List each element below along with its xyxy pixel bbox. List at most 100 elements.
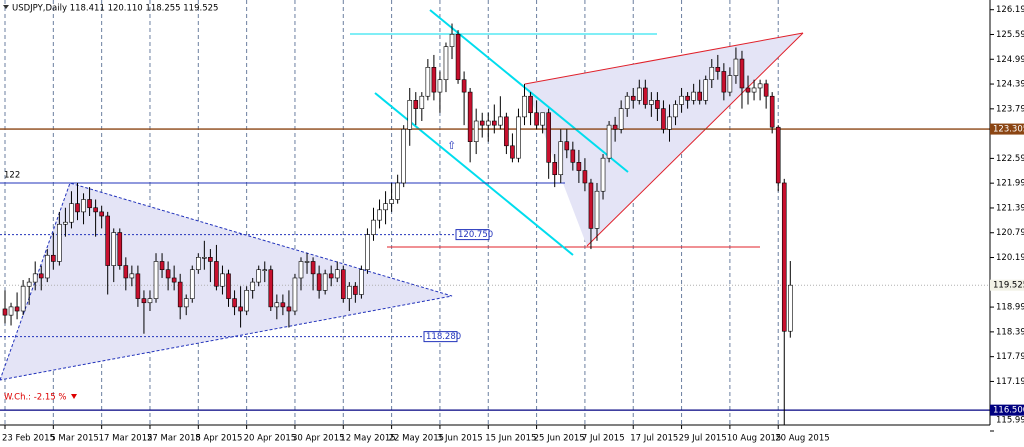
candle-body — [226, 273, 231, 299]
candle-body — [117, 232, 123, 266]
candle-body — [93, 207, 98, 213]
level-label-box — [423, 331, 458, 343]
candle-body — [552, 162, 558, 176]
price-marker-label: 123.305 — [993, 125, 1024, 135]
candle-body — [576, 162, 582, 171]
candle-body — [44, 254, 50, 279]
x-tick-label: 30 Apr 2015 — [292, 434, 345, 444]
channel-upper — [429, 9, 629, 173]
candle-body — [733, 58, 739, 76]
candle-body — [274, 302, 280, 308]
candle-body — [286, 306, 292, 312]
candle-body — [739, 58, 745, 89]
candle-body — [26, 281, 32, 287]
candle-body — [32, 273, 38, 283]
candle-body — [334, 269, 340, 279]
y-tick-label: 118.995 — [996, 303, 1024, 313]
candle-body — [268, 269, 274, 308]
candle-body — [655, 100, 660, 109]
candle-body — [600, 157, 606, 192]
x-tick-label: 29 Jul 2015 — [679, 434, 727, 444]
candle-body — [582, 170, 588, 184]
candle-body — [377, 209, 382, 221]
candle-body — [2, 308, 8, 316]
candle-body — [661, 108, 666, 130]
candle-body — [679, 95, 684, 105]
price-marker-label: 116.500 — [993, 406, 1024, 416]
candle-body — [431, 67, 437, 93]
candle-body — [649, 100, 654, 105]
weekly-change: W.Ch.: -2.15 % — [4, 393, 67, 403]
y-tick-label: 123.795 — [996, 104, 1024, 114]
y-tick-label: 115.995 — [996, 416, 1024, 426]
candle-body — [727, 75, 733, 93]
x-tick-label: 3 Jun 2015 — [437, 434, 483, 444]
candle-body — [715, 67, 721, 72]
candle-body — [516, 116, 521, 159]
x-tick-label: 15 Jun 2015 — [485, 434, 536, 444]
x-tick-label: 17 Jul 2015 — [630, 434, 678, 444]
arrow-icon: ⇧ — [447, 139, 456, 152]
candle-body — [322, 273, 328, 291]
candle-body — [510, 145, 515, 159]
candle-body — [407, 100, 413, 130]
x-tick-label: 27 Mar 2015 — [147, 434, 201, 444]
candle-body — [703, 79, 709, 101]
candle-body — [310, 261, 316, 275]
candle-body — [636, 87, 642, 101]
candle-body — [171, 277, 177, 283]
candle-body — [81, 199, 86, 213]
price-marker-box — [990, 279, 1024, 291]
candle-body — [588, 182, 594, 229]
candle-body — [413, 100, 419, 109]
candle-body — [618, 108, 624, 130]
candle-body — [612, 124, 618, 130]
candle-body — [558, 141, 564, 176]
level-label: 120.750 — [458, 230, 493, 240]
y-tick-label: 117.795 — [996, 352, 1024, 362]
x-tick-label: 5 Mar 2015 — [50, 434, 98, 444]
candle-body — [721, 71, 727, 93]
candle-body — [498, 116, 503, 126]
candle-body — [304, 261, 310, 263]
candle-body — [165, 269, 171, 279]
candle-body — [141, 298, 147, 304]
candle-body — [328, 273, 334, 279]
price-marker-box — [990, 404, 1024, 416]
candle-body — [340, 269, 346, 299]
candle-body — [697, 91, 702, 101]
candle-body — [570, 149, 576, 163]
candle-body — [673, 104, 678, 118]
y-tick-label: 126.195 — [996, 5, 1024, 15]
candle-body — [745, 87, 751, 93]
candle-body — [594, 190, 600, 229]
candle-body — [220, 273, 225, 287]
candle-body — [757, 83, 763, 89]
candle-body — [75, 203, 80, 213]
candle-body — [781, 182, 787, 332]
candle-body — [316, 273, 322, 291]
candle-body — [87, 199, 92, 209]
y-tick-label: 120.795 — [996, 228, 1024, 238]
candles — [2, 23, 793, 425]
wedge-upper — [524, 32, 804, 85]
change-icon — [71, 394, 77, 399]
candle-body — [147, 298, 153, 304]
candle-body — [685, 95, 690, 101]
candle-body — [244, 290, 249, 312]
candle-body — [123, 265, 129, 279]
candle-body — [51, 254, 56, 262]
candle-body — [183, 298, 189, 308]
candle-body — [479, 120, 485, 126]
y-tick-label: 121.395 — [996, 203, 1024, 213]
x-tick-label: 20 Aug 2015 — [775, 434, 829, 444]
y-tick-label: 122.595 — [996, 154, 1024, 164]
candle-body — [256, 269, 262, 283]
x-tick-label: 25 Jun 2015 — [534, 434, 585, 444]
candle-body — [564, 141, 570, 151]
candle-body — [425, 67, 431, 97]
chart-title: USDJPY,Daily 118.411 120.110 118.255 119… — [12, 4, 218, 14]
x-tick-label: 8 Apr 2015 — [195, 434, 242, 444]
x-tick-label: 10 Aug 2015 — [727, 434, 781, 444]
